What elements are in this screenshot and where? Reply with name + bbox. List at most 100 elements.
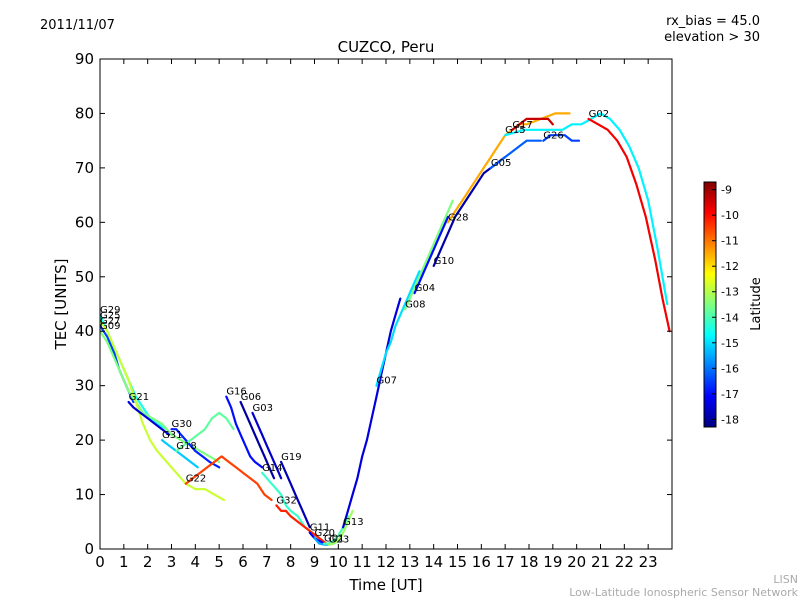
y-tick-label: 90 [75,50,94,68]
colorbar [703,181,717,428]
x-tick-label: 8 [286,553,296,571]
series-label-g32: G32 [276,495,296,506]
series-label-g19: G19 [281,452,301,463]
y-tick-label: 10 [75,486,94,504]
x-tick-label: 0 [95,553,105,571]
colorbar-tick-label: -9 [721,184,732,197]
series-g09 [100,330,221,463]
chart-title: CUZCO, Peru [338,38,435,56]
x-tick-label: 6 [238,553,248,571]
series-g05 [489,139,542,169]
series-g06 [239,400,276,480]
series-label-g23: G23 [329,535,349,546]
series-label-g18: G18 [176,441,196,452]
series-label-g27: G27 [100,316,120,327]
series-g26 [542,134,581,142]
series-g21 [127,400,171,436]
series-g08 [404,199,454,311]
x-tick-label: 12 [376,553,395,571]
x-tick-label: 10 [329,553,348,571]
series-label-g25: G25 [100,310,120,321]
series-g19 [280,460,311,529]
x-tick-label: 19 [543,553,562,571]
lisn-credit: LISN [773,573,798,586]
x-tick-label: 1 [119,553,129,571]
series-label-g16: G16 [226,387,246,398]
series-label-g04: G04 [415,283,435,294]
y-tick-label: 0 [84,540,94,558]
x-tick-label: 23 [639,553,658,571]
colorbar-tick-label: -18 [721,413,739,426]
series-label-g08: G08 [405,299,425,310]
series-g04 [413,215,450,295]
series-label-g06: G06 [241,392,261,403]
network-credit: Low-Latitude Ionospheric Sensor Network [569,586,798,599]
colorbar-tick-label: -15 [721,337,739,350]
series-label-g28: G28 [448,212,468,223]
colorbar-tick-label: -17 [721,388,739,401]
y-axis-ticks: 0 10 20 30 40 50 60 70 80 90 [75,50,672,558]
x-tick-label: 7 [262,553,272,571]
series-g30 [170,428,221,469]
date-label: 2011/11/07 [40,18,115,33]
x-tick-label: 14 [424,553,443,571]
series-label-g15: G15 [505,125,525,136]
y-tick-label: 40 [75,322,94,340]
series-g28 [446,112,571,224]
colorbar-ticks: -9 -10 -11 -12 -13 -14 -15 -16 -17 -18 [712,184,739,426]
series-g15 [504,112,669,306]
rx-bias-label: rx_bias = 45.0 [666,14,760,29]
series-label-g29: G29 [100,305,120,316]
series-g16 [225,395,264,469]
series-g13 [342,297,402,529]
x-tick-label: 5 [214,553,224,571]
colorbar-tick-label: -12 [721,260,739,273]
x-tick-label: 21 [591,553,610,571]
series-label-g31: G31 [162,430,182,441]
series-label-g10: G10 [434,256,454,267]
series-label-g17: G17 [512,120,532,131]
colorbar-tick-label: -13 [721,286,739,299]
series-g10 [432,155,507,267]
series-g18 [175,411,235,453]
series-g17 [511,117,554,131]
x-tick-label: 9 [310,553,320,571]
series-g25 [100,319,225,502]
series-g03 [251,411,283,480]
y-axis-label: TEC [UNITS] [52,259,70,351]
series-label-g13: G13 [343,517,363,528]
series-label-g22: G22 [186,474,206,485]
series-g22 [184,455,273,502]
series-g02 [587,117,671,333]
series-label-g21: G21 [129,392,149,403]
series-label-g02: G02 [589,109,609,120]
y-tick-label: 70 [75,159,94,177]
series-label-g26: G26 [543,131,563,142]
series-label-g03: G03 [253,403,273,414]
colorbar-tick-label: -10 [721,209,739,222]
series-label-g01: G01 [324,534,344,545]
x-tick-label: 18 [519,553,538,571]
x-tick-label: 17 [496,553,515,571]
colorbar-tick-label: -14 [721,311,739,324]
x-axis-label: Time [UT] [348,576,422,594]
colorbar-tick-label: -16 [721,362,739,375]
series-label-g14: G14 [262,463,282,474]
x-axis-ticks: 0 1 2 3 4 5 6 7 8 9 10 11 12 13 14 15 16 17 18 19 20 21 22 23 [95,59,658,571]
series-layer [100,112,671,546]
x-tick-label: 13 [400,553,419,571]
y-tick-label: 80 [75,104,94,122]
series-g32 [275,504,328,545]
x-tick-label: 16 [472,553,491,571]
colorbar-label: Latitude [749,277,764,331]
series-label-layer: G29G27G09G25G21G30G31G18G22G16G06G03G19G… [100,109,609,546]
series-label-g11: G11 [310,523,330,534]
series-g31 [160,439,199,469]
series-g07 [375,270,421,387]
y-tick-label: 60 [75,213,94,231]
series-label-g09: G09 [100,321,120,332]
series-label-g05: G05 [491,158,511,169]
elevation-label: elevation > 30 [664,30,760,45]
series-g23 [327,509,354,546]
